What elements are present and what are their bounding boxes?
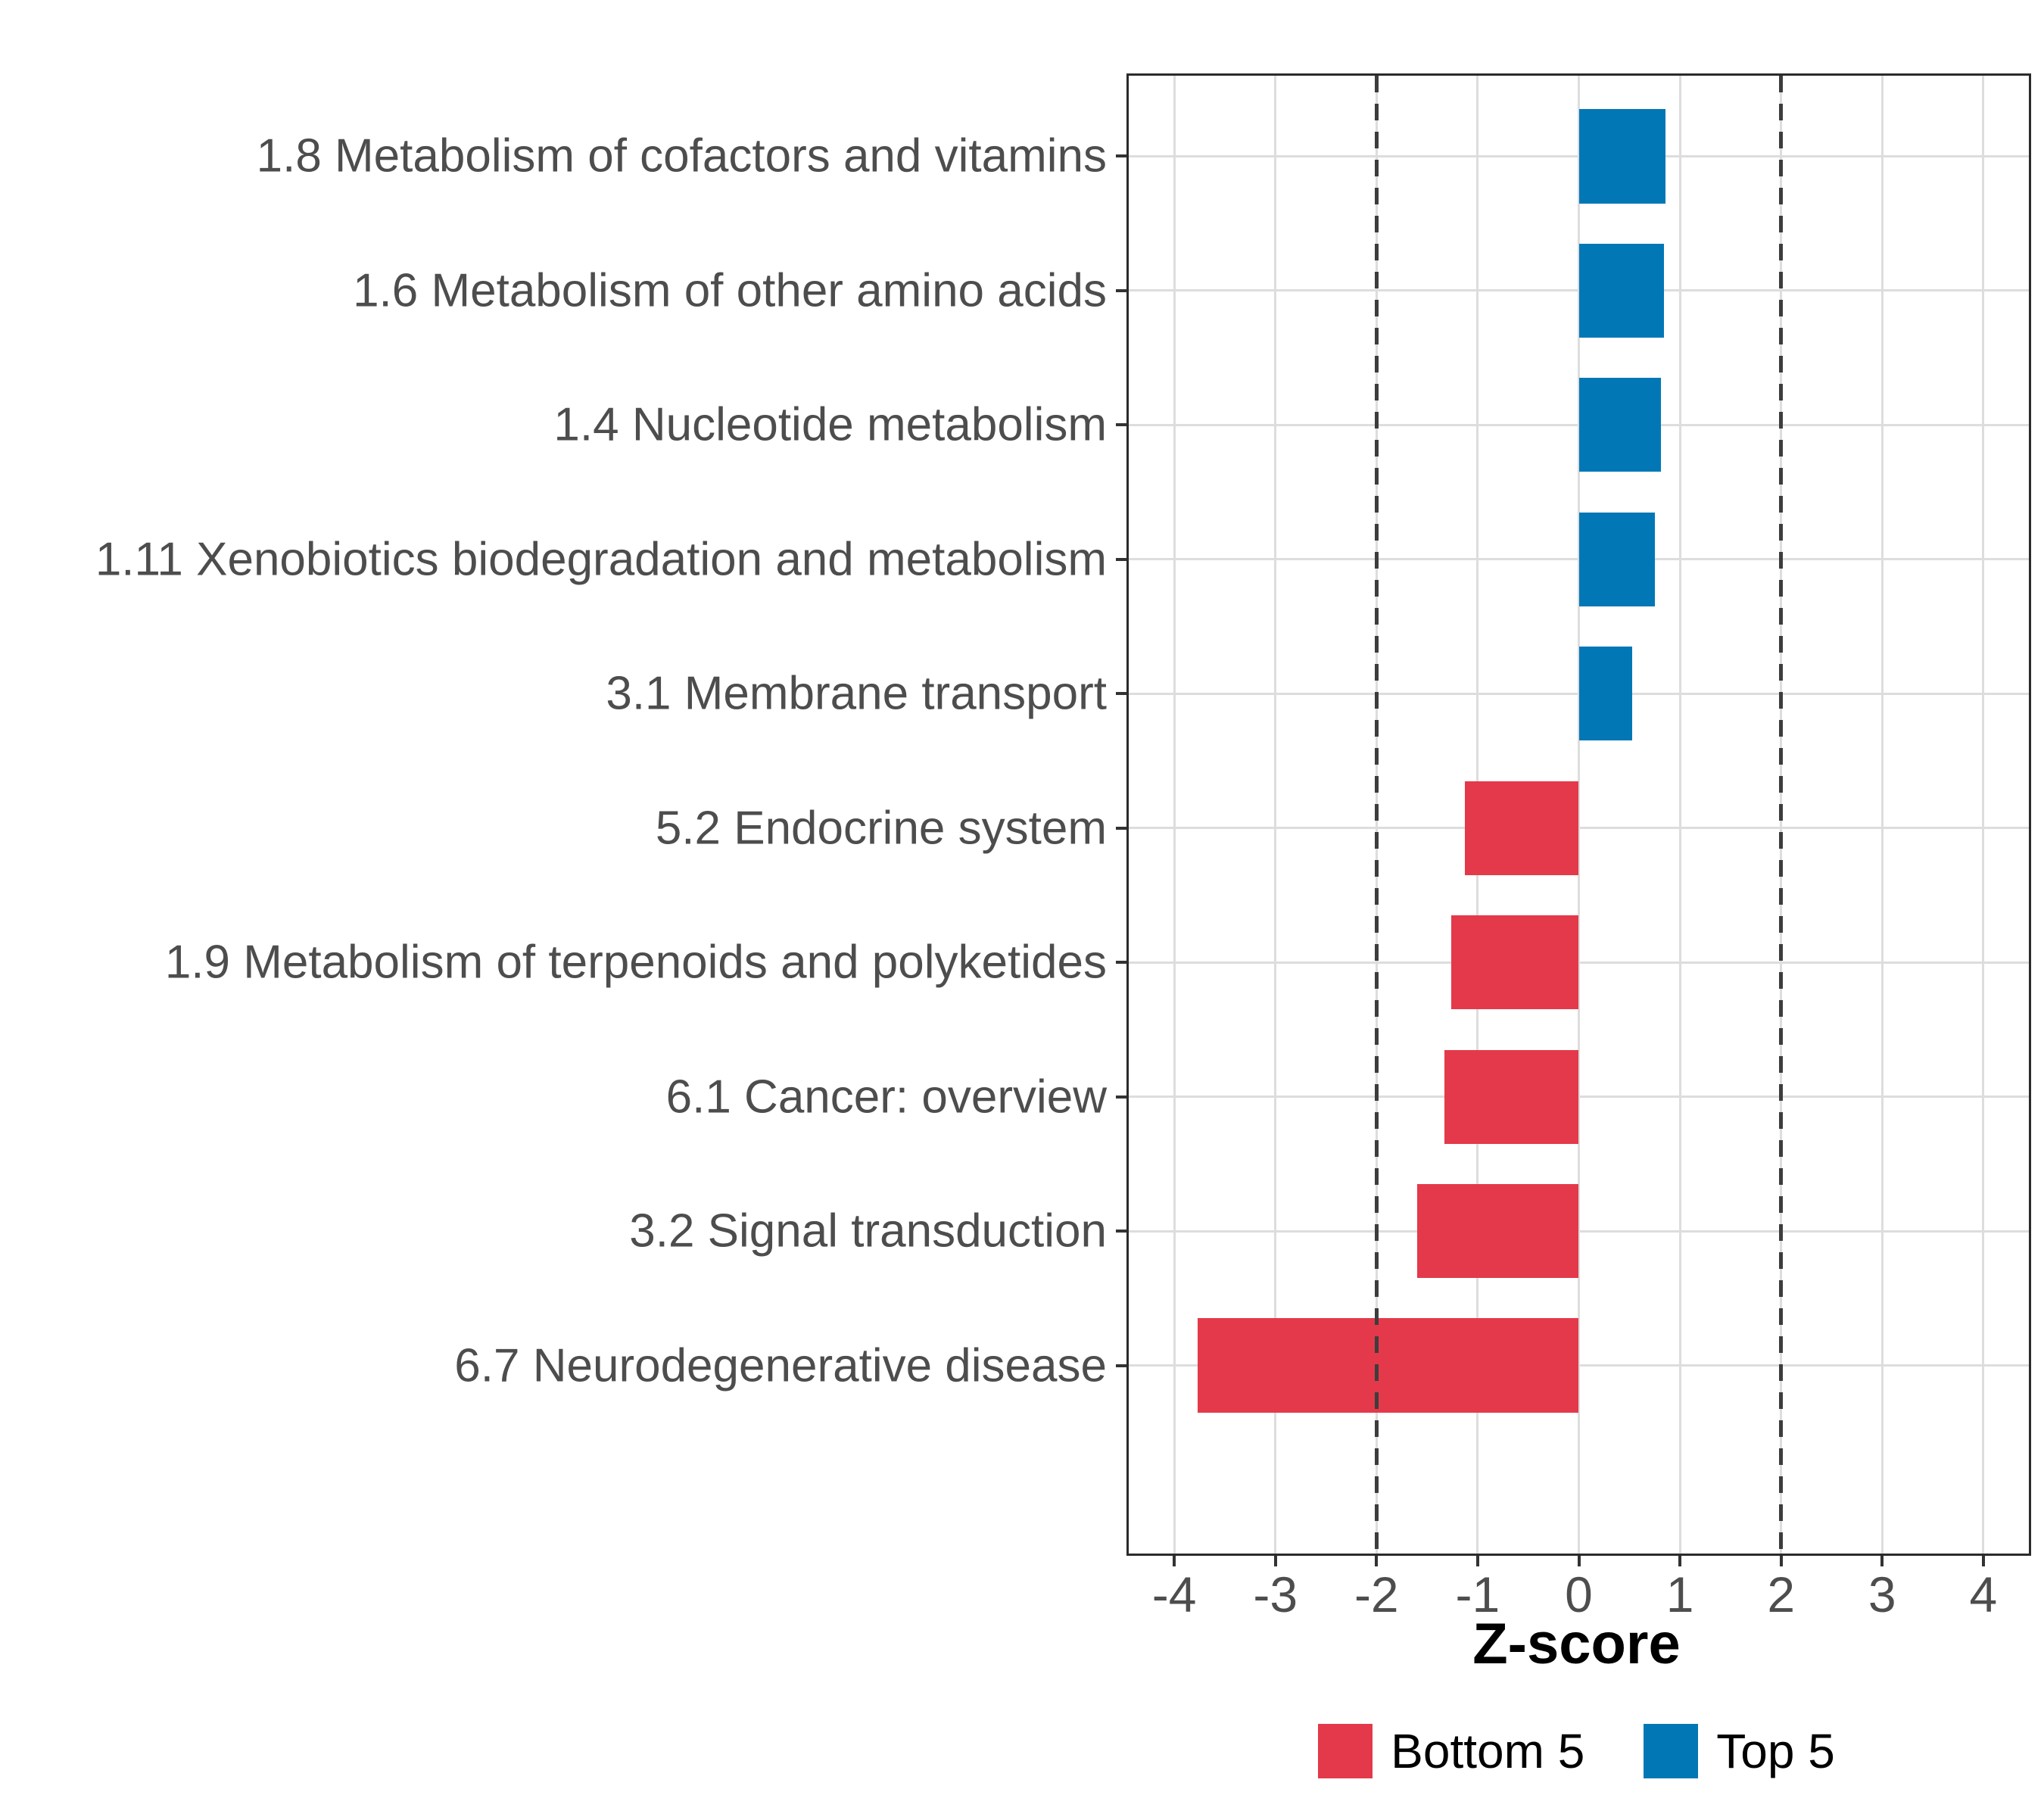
horizontal-gridline [1129,1364,2029,1367]
legend-label: Top 5 [1716,1724,1835,1778]
bar [1464,781,1579,875]
y-tick-mark [1116,692,1126,696]
vertical-gridline [1880,76,1884,1554]
vertical-gridline [1678,76,1681,1554]
x-tick-label: 0 [1565,1566,1593,1622]
x-tick-label: -3 [1253,1566,1298,1622]
y-tick-mark [1116,1230,1126,1233]
x-tick-label: -1 [1455,1566,1500,1622]
x-tick-mark [1880,1556,1884,1566]
legend-swatch [1318,1724,1373,1778]
plot-panel [1126,73,2031,1556]
category-label: 6.7 Neurodegenerative disease [454,1339,1107,1392]
bar [1578,512,1655,606]
x-tick-label: 2 [1767,1566,1796,1622]
y-tick-mark [1116,961,1126,965]
category-label: 1.4 Nucleotide metabolism [553,398,1107,451]
category-label: 3.1 Membrane transport [606,667,1107,720]
y-tick-mark [1116,557,1126,561]
y-tick-mark [1116,1095,1126,1099]
bar [1197,1318,1579,1413]
legend-label: Bottom 5 [1391,1724,1585,1778]
vertical-gridline [1274,76,1277,1554]
bar [1578,243,1664,338]
y-tick-mark [1116,1364,1126,1367]
horizontal-gridline [1129,1095,2029,1099]
x-tick-mark [1273,1556,1277,1566]
bar [1578,647,1633,741]
horizontal-gridline [1129,827,2029,830]
bar [1578,378,1661,472]
vertical-gridline [1982,76,1985,1554]
x-tick-label: -4 [1151,1566,1197,1622]
x-tick-mark [1577,1556,1581,1566]
category-label: 1.8 Metabolism of cofactors and vitamins [256,129,1107,182]
category-label: 1.6 Metabolism of other amino acids [353,264,1107,317]
x-axis-title: Z-score [1472,1612,1681,1676]
legend-entry: Bottom 5 [1318,1723,1584,1779]
y-tick-mark [1116,154,1126,158]
x-tick-label: 3 [1868,1566,1896,1622]
bar [1416,1184,1579,1279]
x-tick-mark [1678,1556,1682,1566]
x-tick-mark [1475,1556,1479,1566]
legend: Bottom 5 Top 5 [1126,1723,2027,1779]
legend-swatch [1644,1724,1699,1778]
x-tick-mark [1375,1556,1379,1566]
horizontal-gridline [1129,961,2029,964]
legend-entry: Top 5 [1644,1723,1835,1779]
x-tick-mark [1173,1556,1176,1566]
category-label: 5.2 Endocrine system [655,802,1107,855]
vertical-gridline [1578,76,1580,1554]
x-tick-mark [1981,1556,1985,1566]
category-label: 1.11 Xenobiotics biodegradation and meta… [95,533,1107,586]
horizontal-gridline [1129,1230,2029,1233]
x-tick-label: 4 [1969,1566,1998,1622]
y-tick-mark [1116,288,1126,292]
category-label: 3.2 Signal transduction [629,1205,1107,1258]
dashed-reference-line [1374,76,1379,1554]
x-tick-label: 1 [1665,1566,1694,1622]
bar [1578,109,1666,204]
y-tick-mark [1116,423,1126,427]
y-tick-mark [1116,826,1126,830]
x-tick-label: -2 [1354,1566,1399,1622]
category-label: 1.9 Metabolism of terpenoids and polyket… [164,936,1107,989]
x-tick-mark [1779,1556,1783,1566]
bar [1444,1049,1579,1144]
category-label: 6.1 Cancer: overview [665,1071,1107,1124]
dashed-reference-line [1779,76,1784,1554]
bar [1451,915,1579,1010]
vertical-gridline [1173,76,1176,1554]
